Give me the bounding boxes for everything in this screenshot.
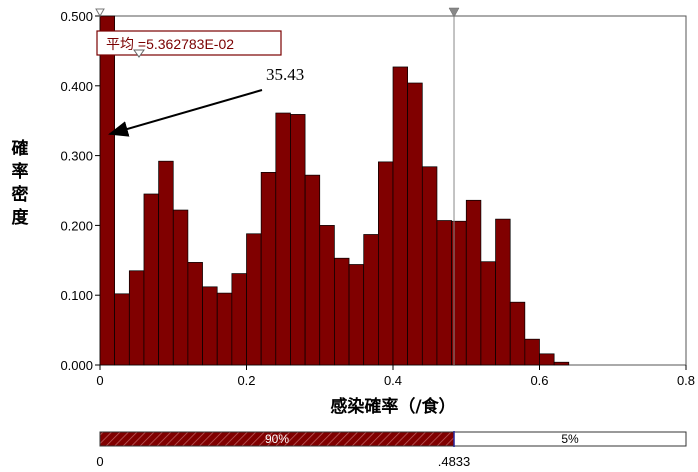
histogram-bar: [216, 292, 233, 366]
histogram-bar: [465, 199, 482, 366]
range-right-percent: 5%: [561, 432, 579, 446]
histogram-bar: [246, 233, 262, 366]
histogram-bar: [539, 353, 555, 366]
histogram-bar: [158, 160, 174, 366]
histogram-bar: [202, 286, 218, 366]
histogram-bar: [99, 15, 115, 366]
histogram-bar: [128, 270, 145, 366]
x-tick-label: 0.4: [384, 373, 402, 388]
histogram-bar: [524, 338, 540, 366]
range-left-value: 0: [96, 454, 103, 469]
histogram-bar: [290, 114, 306, 366]
histogram-bar: [304, 174, 321, 366]
histogram-bar: [114, 293, 130, 366]
histogram-bar: [275, 112, 291, 366]
histogram-bar: [480, 261, 496, 366]
y-axis-title: 確率密度: [12, 138, 30, 228]
histogram-bar: [407, 82, 423, 366]
x-axis-title: 感染確率（/食）: [330, 396, 455, 417]
histogram-bar: [378, 161, 394, 366]
y-tick-label: 0.300: [60, 149, 93, 164]
histogram-bar: [334, 257, 350, 366]
y-tick-label: 0.200: [60, 218, 93, 233]
y-tick-label: 0.000: [60, 358, 93, 373]
x-tick-label: 0.2: [237, 373, 255, 388]
histogram-bar: [509, 301, 526, 366]
histogram-bar: [231, 273, 247, 366]
mean-indicator: [133, 49, 145, 58]
y-tick-label: 0.100: [60, 288, 93, 303]
mean-label: 平均 =5.362783E-02: [106, 36, 234, 52]
left-marker-handle[interactable]: [95, 8, 105, 18]
percentile-marker-handle[interactable]: [448, 7, 460, 18]
overflow-annotation: 35.43: [266, 65, 304, 84]
histogram-bar: [495, 218, 511, 366]
histogram-bar: [260, 172, 277, 366]
histogram-bar: [392, 66, 408, 366]
x-tick-label: 0.8: [677, 373, 695, 388]
histogram-bar: [187, 262, 203, 366]
histogram-bar: [172, 209, 189, 366]
y-axis: 0.000 0.100 0.200 0.300 0.400 0.500: [60, 9, 100, 373]
x-axis: 0 0.2 0.4 0.6 0.8: [96, 365, 695, 388]
histogram-bar: [363, 234, 379, 366]
x-tick-label: 0.6: [530, 373, 548, 388]
y-tick-label: 0.500: [60, 9, 93, 24]
range-left-percent: 90%: [265, 432, 289, 446]
y-tick-label: 0.400: [60, 79, 93, 94]
histogram-bar: [421, 166, 438, 366]
histogram-bar: [553, 361, 570, 366]
histogram-bar: [319, 225, 335, 366]
histogram-bar: [436, 220, 452, 366]
bars-group: [99, 15, 570, 366]
range-split-value: .4833: [438, 454, 471, 469]
annotation-arrow: [108, 89, 263, 137]
mean-label-box: [96, 30, 282, 56]
histogram-bar: [348, 264, 365, 366]
histogram-bar: [143, 193, 159, 366]
x-tick-label: 0: [96, 373, 103, 388]
